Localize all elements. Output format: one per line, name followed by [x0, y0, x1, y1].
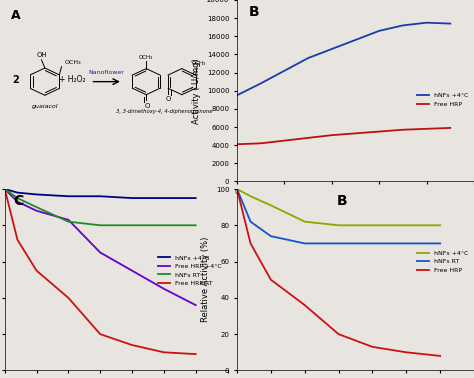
- Text: 3, 3-dimethoxy-4, 4-diphenoquinone: 3, 3-dimethoxy-4, 4-diphenoquinone: [116, 109, 212, 114]
- X-axis label: Time (minute): Time (minute): [326, 201, 385, 210]
- Text: 2: 2: [12, 75, 19, 85]
- Legend: hNFs +4°C, Free HRP +4°C, hNFs RT, Free HRP RT: hNFs +4°C, Free HRP +4°C, hNFs RT, Free …: [155, 253, 224, 288]
- Text: OCH₃: OCH₃: [192, 61, 206, 66]
- Text: OCH₃: OCH₃: [139, 54, 154, 59]
- Text: Nanoflower: Nanoflower: [89, 70, 125, 75]
- Text: B: B: [249, 5, 259, 19]
- Text: OCH₃: OCH₃: [65, 60, 82, 65]
- Text: + H₂O₂: + H₂O₂: [59, 75, 86, 84]
- Text: guaiacol: guaiacol: [32, 104, 58, 109]
- Legend: hNFs +4°C, hNFs RT, Free HRP: hNFs +4°C, hNFs RT, Free HRP: [414, 248, 471, 275]
- Text: C: C: [14, 194, 24, 208]
- Text: A: A: [11, 9, 21, 22]
- Y-axis label: Relative Activity (%): Relative Activity (%): [201, 237, 210, 322]
- Text: OH: OH: [36, 52, 47, 58]
- Text: B: B: [337, 194, 347, 208]
- Legend: hNFs +4°C, Free HRP: hNFs +4°C, Free HRP: [414, 90, 471, 109]
- Text: O: O: [145, 103, 150, 109]
- Text: O: O: [165, 96, 171, 102]
- Y-axis label: Activity ( U/mg): Activity ( U/mg): [192, 58, 201, 124]
